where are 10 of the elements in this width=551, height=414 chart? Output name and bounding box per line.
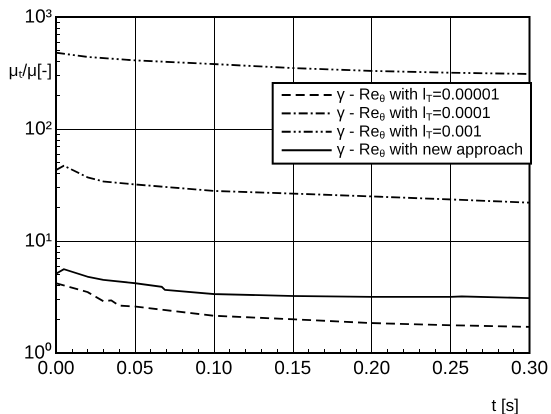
x-tick-label: 0.15 [274,358,312,379]
x-tick-label: 0.10 [195,358,232,379]
x-tick-label: 0.20 [353,358,390,379]
y-tick-label: 10¹ [24,230,52,252]
y-axis-title: μₜ/μ[-] [8,61,52,80]
y-tick-label: 10³ [24,6,52,28]
x-tick-label: 0.30 [511,358,548,379]
x-tick-label: 0.25 [432,358,470,379]
x-tick-label: 0.05 [116,358,154,379]
y-tick-label: 10² [24,118,52,140]
